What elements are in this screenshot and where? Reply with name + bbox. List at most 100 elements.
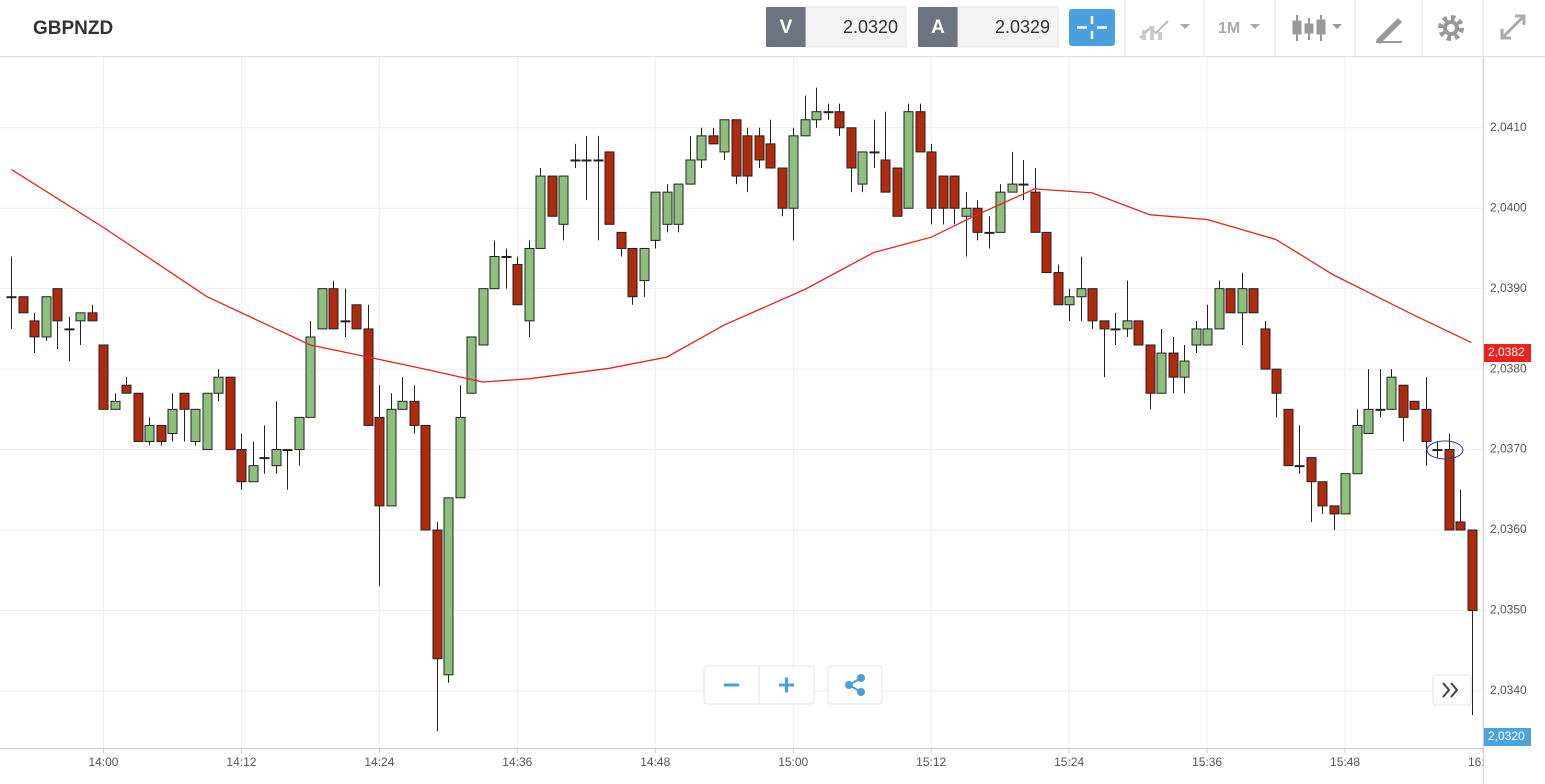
candle-body [397,400,408,410]
candle-body [708,135,719,145]
candle-body [144,424,155,443]
candle-body [915,111,926,153]
scroll-right-button[interactable] [1432,674,1472,706]
candle-body [1317,481,1328,507]
candle-body [880,159,891,193]
bid-button[interactable] [766,7,806,47]
candle-body [742,135,753,177]
candle-body [478,288,489,346]
candle-body [1007,183,1018,193]
ask-button[interactable] [918,7,958,47]
candle-body [1329,505,1340,515]
candle-body [432,529,443,660]
candle-body [98,344,109,410]
chart-type-button[interactable] [1139,20,1190,40]
candle-body [719,119,730,153]
candle-body [1271,368,1282,394]
candle-body [926,151,937,209]
candle-body [363,328,374,426]
candle-body [1110,328,1121,331]
candle-body [455,416,466,499]
candle-body [328,288,339,330]
candle-body [1352,424,1363,475]
candle-body [1202,328,1213,346]
candle-body [317,288,328,330]
candle-body [167,408,178,434]
interval-button[interactable]: 1M [1218,20,1260,37]
x-tick-label: 15:12 [916,755,946,769]
candle-body [501,255,512,258]
candle-body [1260,328,1271,370]
candle-body [892,167,903,217]
settings-button[interactable] [1438,15,1464,41]
candle-body [547,175,558,217]
candle-body [673,183,684,225]
candle-body [1087,288,1098,322]
x-axis: 14:00 14:12 14:24 14:36 14:48 15:00 15:12 15:24… [88,748,1483,769]
candle-body [374,416,385,507]
price-tag-label: 2,0320 [1488,729,1525,743]
candle-style-button[interactable] [1292,15,1342,41]
candle-body [972,207,983,233]
price-tag [1484,728,1531,746]
share-button[interactable] [827,665,883,705]
candle-body [1225,288,1236,314]
crosshair-button[interactable] [1069,9,1115,46]
bid-label: V [780,17,793,38]
bid-value: 2.0320 [843,17,898,37]
candle-body [489,255,500,290]
candle-body [995,191,1006,233]
grid [0,57,1484,748]
interval-label: 1M [1218,20,1240,37]
candle-body [1398,384,1409,418]
candle-body [1248,288,1259,314]
draw-button[interactable] [1376,18,1402,44]
candle-body [788,135,799,209]
candle-body [558,175,569,225]
candle-body [961,207,972,217]
x-tick-label: 14:12 [226,755,256,769]
fullscreen-button[interactable] [1500,14,1526,40]
candle-body [1179,360,1190,378]
x-tick-label: 15:36 [1192,755,1222,769]
candle-body [64,328,75,331]
candle-body [1053,272,1064,306]
candle-body [443,497,454,676]
candle-body [1145,344,1156,394]
candle-body [466,336,477,394]
x-tick-label: 14:24 [364,755,394,769]
candle-body [1386,376,1397,410]
x-tick-label: 14:36 [502,755,532,769]
candle-body [1064,296,1075,306]
candle-body [236,449,247,483]
candle-body [765,143,776,169]
candle-body [777,167,788,209]
candle-body [1018,183,1029,186]
x-tick-label: 15:48 [1330,755,1360,769]
candle-body [340,320,351,323]
zoom-in[interactable] [779,677,794,693]
symbol: GBPNZD [33,18,113,39]
candle-body [1030,191,1041,233]
x-tick-label: 14:48 [640,755,670,769]
candle-body [29,320,40,338]
candle-body [696,135,707,161]
candle-body [834,111,845,129]
candle-body [1294,465,1305,468]
y-axis: 2,0340 2,0350 2,0360 2,0370 2,0380 2,0390 2,04… [1484,120,1531,746]
candle-body [731,119,742,177]
candle-body [593,159,604,162]
candle-body [6,296,17,299]
candle-body [627,247,638,298]
ask-value: 2.0329 [995,17,1050,37]
candle-body [949,175,960,209]
candle-body [1122,320,1133,330]
price-tag-label: 2,0382 [1488,345,1525,359]
candle-body [248,465,259,483]
candle-body [1099,320,1110,330]
candle-body [1340,473,1351,515]
candle-body [604,151,615,225]
y-tick-label: 2,0340 [1490,683,1527,697]
candle-body [75,312,86,322]
y-tick-label: 2,0360 [1490,522,1527,536]
